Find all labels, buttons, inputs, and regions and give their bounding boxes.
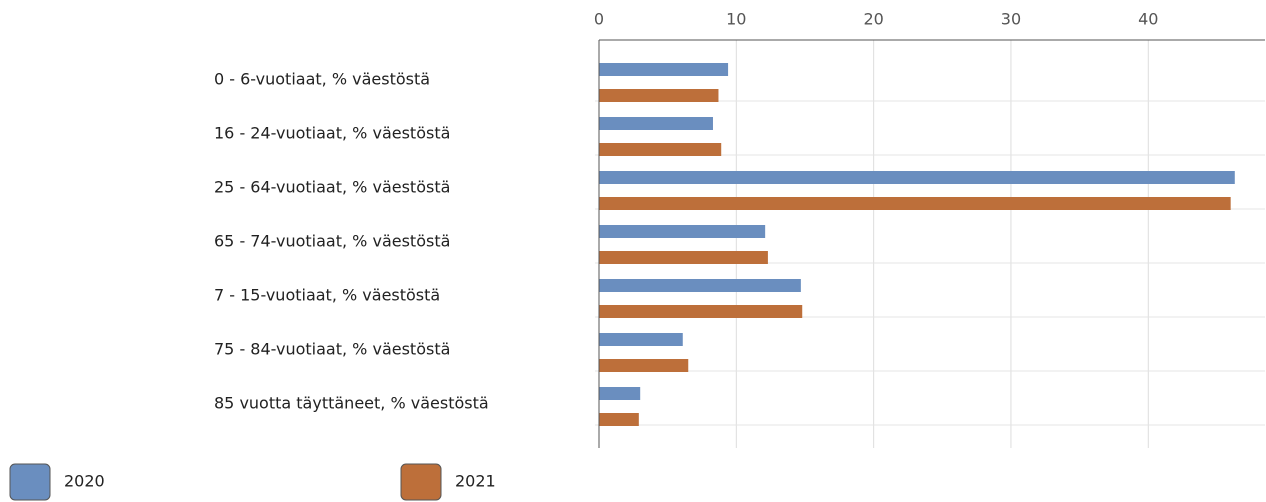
y-tick-label: 0 - 6-vuotiaat, % väestöstä <box>214 70 430 89</box>
bar <box>599 89 719 102</box>
bar <box>599 117 713 130</box>
legend-swatch <box>9 463 51 501</box>
y-tick-label: 25 - 64-vuotiaat, % väestöstä <box>214 178 450 197</box>
bar <box>599 279 801 292</box>
bar <box>599 413 639 426</box>
x-tick-label: 30 <box>1001 10 1021 29</box>
bar <box>599 333 683 346</box>
x-tick-label: 20 <box>863 10 883 29</box>
y-tick-label: 16 - 24-vuotiaat, % väestöstä <box>214 124 450 143</box>
y-tick-label: 85 vuotta täyttäneet, % väestöstä <box>214 394 489 413</box>
bar <box>599 251 768 264</box>
bar <box>599 387 641 400</box>
bar <box>599 63 729 76</box>
legend-swatch <box>400 463 442 501</box>
legend-label: 2021 <box>455 472 496 491</box>
bar <box>599 225 766 238</box>
bar <box>599 359 689 372</box>
bar <box>599 143 722 156</box>
y-tick-label: 65 - 74-vuotiaat, % väestöstä <box>214 232 450 251</box>
x-tick-label: 40 <box>1138 10 1158 29</box>
bar <box>599 171 1235 184</box>
y-tick-label: 7 - 15-vuotiaat, % väestöstä <box>214 286 440 305</box>
bar <box>599 305 803 318</box>
legend-label: 2020 <box>64 472 105 491</box>
bar <box>599 197 1231 210</box>
x-tick-label: 10 <box>726 10 746 29</box>
x-tick-label: 0 <box>594 10 604 29</box>
y-tick-label: 75 - 84-vuotiaat, % väestöstä <box>214 340 450 359</box>
